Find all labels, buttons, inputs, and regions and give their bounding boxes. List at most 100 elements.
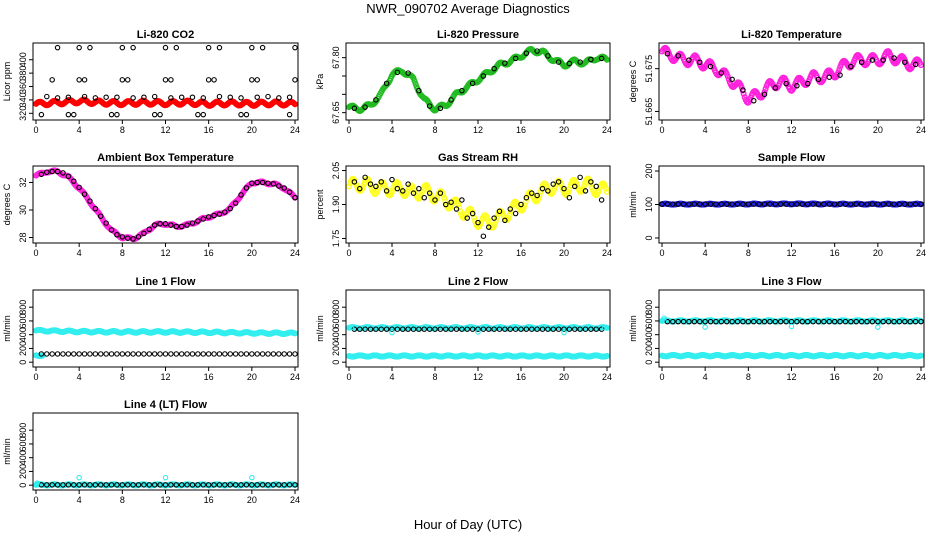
data-point (480, 233, 487, 239)
data-point (750, 98, 757, 104)
data-point (60, 351, 66, 357)
data-point (432, 326, 438, 332)
panel-data (659, 200, 924, 208)
data-point (485, 326, 492, 332)
data-point (602, 325, 608, 331)
data-point (195, 351, 201, 357)
data-point (723, 201, 730, 207)
data-point (480, 326, 487, 332)
data-point (81, 482, 88, 488)
data-point (756, 201, 762, 207)
data-point (661, 315, 667, 321)
data-point (506, 211, 513, 218)
data-point (697, 201, 703, 207)
data-point (604, 56, 610, 63)
plot-frame (345, 289, 611, 368)
data-point (912, 318, 919, 325)
x-tick-label: 20 (873, 248, 883, 258)
data-point (389, 176, 395, 183)
data-point (493, 214, 500, 221)
data-point (761, 91, 768, 98)
data-point (456, 204, 463, 211)
data-point (412, 80, 419, 87)
data-point (788, 201, 795, 207)
panel-data (33, 44, 298, 118)
data-point (87, 44, 93, 51)
data-point (216, 482, 223, 488)
data-point (459, 326, 465, 332)
data-point (189, 351, 196, 357)
data-point (875, 318, 881, 325)
x-tick-label: 16 (516, 125, 526, 135)
data-point (848, 201, 854, 207)
data-point (713, 318, 719, 325)
x-tick-label: 20 (873, 125, 883, 135)
panel-title: Gas Stream RH (438, 152, 518, 164)
data-point (918, 201, 924, 207)
data-point (571, 326, 578, 332)
data-point (151, 482, 158, 488)
data-point (249, 351, 255, 357)
data-point (195, 482, 201, 488)
data-point (566, 60, 573, 67)
data-point (761, 88, 768, 95)
data-point (38, 351, 45, 357)
data-point (389, 329, 395, 336)
main-title: NWR_090702 Average Diagnostics (366, 1, 570, 16)
data-point (804, 318, 811, 325)
data-point (416, 185, 422, 192)
data-point (81, 351, 88, 357)
y-tick-label: 28 (18, 232, 28, 242)
data-point (885, 318, 892, 325)
data-point (351, 105, 358, 112)
data-point (124, 351, 131, 357)
data-point (588, 181, 595, 188)
data-point (869, 57, 876, 63)
data-point (168, 351, 174, 357)
data-point (119, 351, 126, 357)
panel-6: Line 1 Flow ml/min 0 4 8 12 16 20 24 0 20040060080… (2, 276, 300, 382)
data-point (108, 227, 115, 233)
data-point (378, 179, 384, 185)
data-point (151, 222, 158, 228)
data-point (200, 111, 207, 118)
x-tick-label: 0 (659, 248, 664, 258)
x-tick-label: 24 (602, 125, 612, 135)
x-tick-label: 24 (290, 248, 300, 258)
data-point (259, 179, 266, 186)
data-point (702, 318, 708, 325)
data-point (598, 326, 605, 332)
data-point (491, 326, 497, 332)
data-point (697, 59, 703, 65)
x-tick-label: 16 (830, 125, 840, 135)
data-point (410, 326, 417, 332)
data-point (675, 318, 681, 325)
data-point (184, 482, 190, 488)
data-point (520, 205, 527, 212)
data-point (71, 351, 77, 357)
data-point (189, 482, 196, 488)
data-point (200, 482, 207, 488)
data-point (103, 482, 109, 488)
data-point (108, 111, 115, 118)
x-tick-label: 20 (559, 372, 569, 382)
data-point (869, 201, 876, 207)
data-point (205, 77, 212, 83)
data-point (437, 105, 444, 112)
data-point (837, 72, 843, 78)
data-point (907, 318, 913, 325)
data-point (437, 190, 444, 196)
data-point (124, 482, 131, 488)
data-point (783, 318, 789, 325)
data-point (44, 169, 50, 175)
data-point (545, 53, 551, 59)
data-point (49, 351, 55, 357)
data-point (54, 168, 61, 175)
data-point (707, 201, 714, 207)
data-point (459, 197, 465, 203)
data-point (534, 326, 540, 332)
y-tick-label: 600 (18, 313, 28, 328)
data-point (723, 318, 730, 325)
data-point (418, 191, 425, 198)
data-point (141, 230, 147, 237)
